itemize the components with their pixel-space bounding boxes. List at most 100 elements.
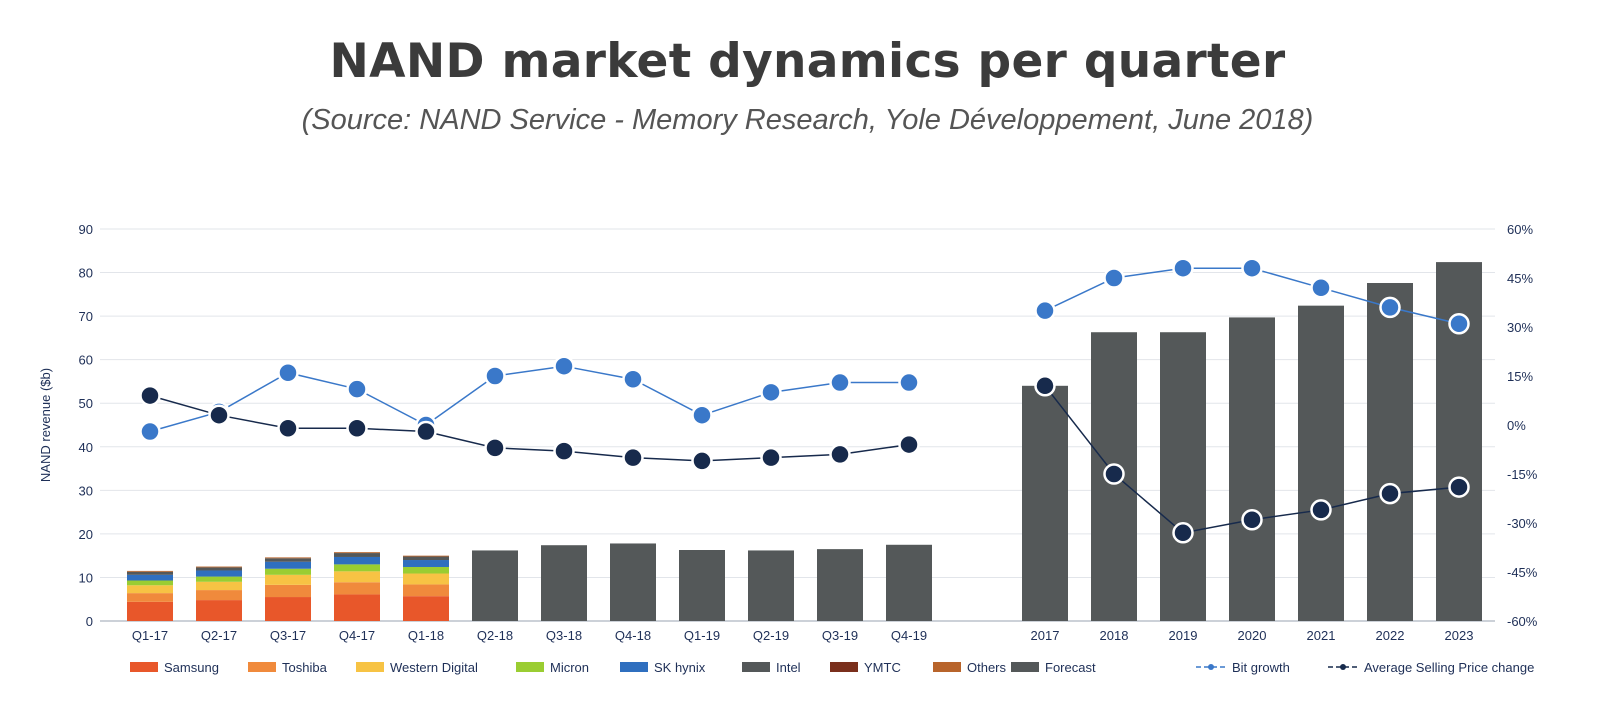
forecast-bar xyxy=(610,543,656,621)
x-tick-label: Q4-18 xyxy=(615,628,651,643)
y-tick-label: 50 xyxy=(79,396,93,411)
bar-segment xyxy=(265,558,311,562)
data-point xyxy=(139,384,161,407)
x-tick-label: Q1-17 xyxy=(132,628,168,643)
x-tick-label: Q1-18 xyxy=(408,628,444,643)
x-tick-label: Q1-19 xyxy=(684,628,720,643)
data-point xyxy=(691,404,713,426)
bar-segment xyxy=(127,570,173,572)
chart-title: NAND market dynamics per quarter xyxy=(329,34,1286,89)
y-tick-label: 30 xyxy=(79,483,93,498)
legend-swatch xyxy=(248,662,276,672)
x-tick-label: Q3-18 xyxy=(546,628,582,643)
bar-segment xyxy=(334,571,380,583)
legend-swatch xyxy=(516,662,544,672)
y2-tick-label: -30% xyxy=(1507,516,1538,531)
legend-marker xyxy=(1340,664,1346,670)
y2-tick-label: -60% xyxy=(1507,614,1538,629)
data-point xyxy=(346,417,368,440)
bar-segment xyxy=(265,557,311,559)
data-point xyxy=(346,378,368,400)
bar-segment xyxy=(403,573,449,585)
bar-segment xyxy=(403,596,449,621)
bar-segment xyxy=(403,566,449,574)
forecast-bar xyxy=(1229,317,1275,621)
axes: 0 10 20 30 40 50 60 70 80 90 -60% -45% -30% -15% 0% 15%… xyxy=(38,222,1538,643)
bar-segment xyxy=(265,584,311,598)
y2-tick-label: 15% xyxy=(1507,369,1533,384)
bar-segment xyxy=(196,590,242,601)
series-line xyxy=(149,365,909,433)
bar-segment xyxy=(196,600,242,621)
lines xyxy=(139,257,1470,544)
legend-label: YMTC xyxy=(864,660,901,675)
data-point xyxy=(139,420,161,443)
forecast-bar xyxy=(817,549,863,621)
x-tick-label: Q2-19 xyxy=(753,628,789,643)
forecast-bar xyxy=(1367,283,1413,621)
legend-label: Bit growth xyxy=(1232,660,1290,675)
data-point xyxy=(622,446,644,469)
legend-label: SK hynix xyxy=(654,660,706,675)
bar-segment xyxy=(196,576,242,582)
legend-label: Micron xyxy=(550,660,589,675)
data-point xyxy=(208,404,230,426)
bar-segment xyxy=(334,556,380,565)
data-point xyxy=(484,365,506,387)
bar-segment xyxy=(265,568,311,575)
data-point xyxy=(1241,508,1263,531)
x-tick-label: Q2-18 xyxy=(477,628,513,643)
y2-tick-label: 0% xyxy=(1507,418,1526,433)
forecast-bar xyxy=(1298,305,1344,621)
legend-label: Intel xyxy=(776,660,801,675)
x-tick-label: Q3-19 xyxy=(822,628,858,643)
data-point xyxy=(1448,312,1470,335)
bar-segment xyxy=(403,556,449,561)
data-point xyxy=(1379,482,1401,505)
y-tick-label: 10 xyxy=(79,570,93,585)
data-point xyxy=(1034,375,1056,397)
legend-label: Samsung xyxy=(164,660,219,675)
forecast-bar xyxy=(748,550,794,621)
bar-segment xyxy=(127,585,173,594)
legend-swatch xyxy=(742,662,770,672)
x-tick-label: 2021 xyxy=(1307,628,1336,643)
y-tick-label: 90 xyxy=(79,222,93,237)
bar-segment xyxy=(265,597,311,621)
bar-segment xyxy=(334,553,380,557)
data-point xyxy=(1310,277,1332,299)
legend: Samsung Toshiba Western Digital Micron SK hy… xyxy=(130,660,1534,675)
forecast-bar xyxy=(679,550,725,621)
data-point xyxy=(829,443,851,466)
bar-segment xyxy=(196,566,242,568)
chart-subtitle: (Source: NAND Service - Memory Research,… xyxy=(301,104,1314,136)
data-point xyxy=(1172,257,1194,279)
data-point xyxy=(622,368,644,391)
bar-segment xyxy=(127,580,173,586)
data-point xyxy=(1310,499,1332,521)
y2-tick-label: 30% xyxy=(1507,320,1533,335)
bar-segment xyxy=(196,570,242,577)
y-tick-label: 40 xyxy=(79,440,93,455)
legend-swatch xyxy=(933,662,961,672)
data-point xyxy=(1103,463,1125,485)
bar-segment xyxy=(127,574,173,581)
x-tick-label: 2018 xyxy=(1100,628,1129,643)
legend-swatch xyxy=(356,662,384,672)
bar-segment xyxy=(403,555,449,557)
legend-label: Forecast xyxy=(1045,660,1096,675)
y-tick-label: 20 xyxy=(79,527,93,542)
series-line xyxy=(149,394,910,462)
bar-segment xyxy=(403,584,449,597)
x-tick-label: 2017 xyxy=(1031,628,1060,643)
data-point xyxy=(277,417,299,440)
data-point xyxy=(829,371,851,394)
forecast-bar xyxy=(1160,332,1206,621)
legend-label: Others xyxy=(967,660,1007,675)
legend-marker xyxy=(1208,664,1214,670)
bar-segment xyxy=(127,593,173,602)
x-tick-label: 2022 xyxy=(1376,628,1405,643)
bar-segment xyxy=(334,564,380,572)
bar-segment xyxy=(265,574,311,585)
